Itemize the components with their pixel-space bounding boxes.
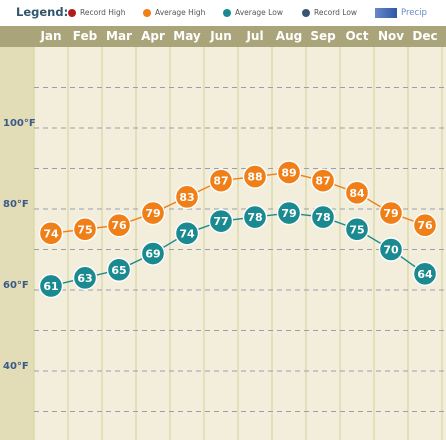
average-low-data-label: 77 (213, 215, 228, 228)
average-low-point (412, 261, 438, 286)
average-high-point (344, 180, 370, 206)
average-low-point (106, 257, 132, 282)
average-high-point (140, 200, 166, 226)
month-label-may: May (173, 29, 201, 43)
y-axis-band (0, 47, 34, 440)
average-low-data-label: 63 (77, 272, 92, 285)
month-label-jun: Jun (210, 29, 232, 43)
month-label-oct: Oct (345, 29, 369, 43)
average-high-data-label: 88 (247, 171, 262, 184)
y-tick-label: 60°F (3, 280, 29, 291)
average-high-point (378, 200, 404, 226)
average-high-dot-icon (143, 9, 151, 17)
average-low-dot-icon (223, 9, 231, 17)
month-label-apr: Apr (141, 29, 165, 43)
legend-label-precip: Precip (401, 8, 427, 18)
average-high-data-label: 79 (145, 207, 160, 220)
average-low-data-label: 74 (179, 227, 195, 240)
legend-label-average-low: Average Low (235, 8, 283, 17)
average-low-point (38, 273, 64, 299)
month-label-jul: Jul (246, 29, 264, 43)
average-low-point (242, 204, 268, 230)
legend: Legend: Record High Average High Average… (0, 0, 446, 26)
average-high-data-label: 79 (383, 207, 398, 220)
legend-label-average-high: Average High (155, 8, 206, 17)
average-high-data-label: 74 (43, 227, 59, 240)
plot-background (34, 47, 446, 440)
average-low-data-label: 65 (111, 264, 126, 277)
average-low-point (140, 241, 166, 266)
average-high-data-label: 75 (77, 223, 92, 236)
month-label-feb: Feb (72, 29, 98, 43)
average-low-data-label: 75 (349, 223, 364, 236)
month-label-jan: Jan (40, 29, 62, 43)
average-low-point (208, 208, 234, 234)
average-high-point (72, 217, 98, 242)
legend-title: Legend: (16, 5, 69, 19)
average-high-data-label: 87 (315, 175, 330, 188)
average-high-point (276, 160, 302, 185)
average-high-point (38, 221, 64, 246)
record-low-dot-icon (302, 9, 310, 17)
average-low-data-label: 70 (383, 244, 399, 257)
temperature-line-chart: 100°F 80°F 60°F 40°F 74 75 76 79 83 87 88 89 87 84 79 7… (0, 47, 446, 440)
average-high-point (174, 184, 200, 210)
precip-swatch-icon (375, 8, 397, 18)
average-high-data-label: 76 (417, 219, 433, 232)
month-label-mar: Mar (106, 29, 132, 43)
month-label-sep: Sep (310, 29, 336, 43)
y-tick-label: 80°F (3, 199, 29, 210)
average-high-point (208, 168, 234, 193)
average-low-point (276, 200, 302, 226)
average-low-data-label: 64 (417, 268, 433, 281)
average-high-data-label: 84 (349, 187, 365, 200)
average-high-point (412, 212, 438, 238)
average-high-data-label: 83 (179, 191, 194, 204)
average-high-point (242, 164, 268, 189)
average-low-data-label: 79 (281, 207, 296, 220)
legend-label-record-low: Record Low (314, 8, 358, 17)
record-high-dot-icon (68, 9, 76, 17)
average-high-point (310, 168, 336, 193)
y-tick-label: 100°F (3, 118, 36, 129)
average-high-data-label: 76 (111, 219, 127, 232)
average-low-data-label: 78 (315, 211, 330, 224)
average-low-point (310, 204, 336, 230)
month-label-nov: Nov (377, 29, 405, 43)
month-header-bar: Jan Feb Mar Apr May Jun Jul Aug Sep Oct Nov Dec (0, 26, 446, 47)
average-low-point (378, 237, 404, 262)
month-label-dec: Dec (412, 29, 438, 43)
average-high-data-label: 87 (213, 175, 228, 188)
month-label-aug: Aug (275, 29, 303, 43)
average-low-data-label: 69 (145, 248, 160, 261)
average-high-point (106, 212, 132, 238)
average-low-data-label: 78 (247, 211, 262, 224)
average-low-point (174, 221, 200, 246)
average-low-point (344, 217, 370, 242)
average-low-data-label: 61 (43, 280, 58, 293)
average-low-point (72, 265, 98, 291)
y-tick-label: 40°F (3, 361, 29, 372)
average-high-data-label: 89 (281, 167, 296, 180)
legend-label-record-high: Record High (80, 8, 126, 17)
